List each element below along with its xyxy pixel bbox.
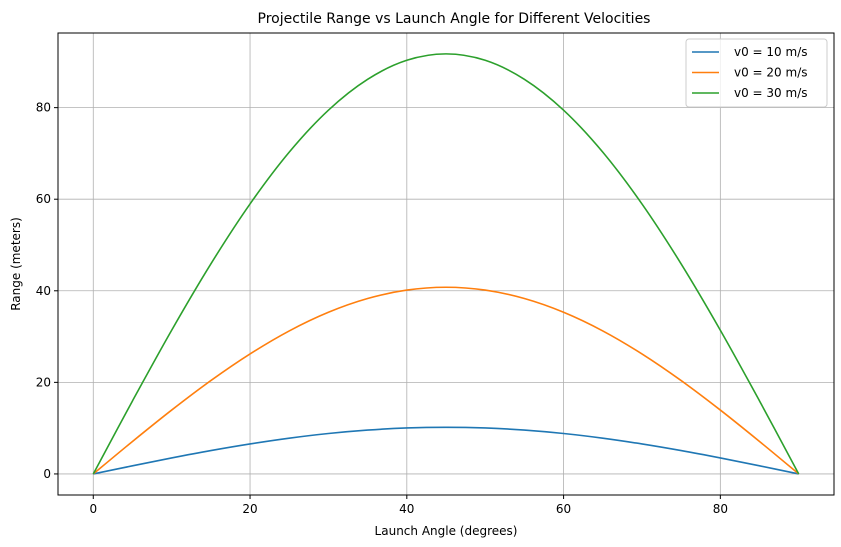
legend-box xyxy=(685,38,828,108)
series-line-3 xyxy=(92,53,800,475)
x-tick-label: 80 xyxy=(713,502,728,516)
y-axis-ticks: 0 20 40 60 80 xyxy=(36,101,58,481)
x-axis-label: Launch Angle (degrees) xyxy=(375,524,518,538)
series-line-2 xyxy=(92,286,800,475)
x-tick-label: 40 xyxy=(399,502,414,516)
chart-title: Projectile Range vs Launch Angle for Dif… xyxy=(258,11,651,27)
x-tick-label: 60 xyxy=(556,502,571,516)
y-axis-label: Range (meters) xyxy=(9,217,23,311)
legend-label-2: v0 = 20 m/s xyxy=(734,66,808,80)
y-tick-label: 40 xyxy=(36,284,51,298)
legend: v0 = 10 m/s v0 = 20 m/s v0 = 30 m/s xyxy=(685,38,828,108)
series-lines xyxy=(92,53,800,475)
y-tick-label: 80 xyxy=(36,101,51,115)
grid-lines xyxy=(58,33,834,495)
y-tick-label: 20 xyxy=(36,375,51,389)
y-tick-label: 60 xyxy=(36,192,51,206)
x-tick-label: 20 xyxy=(242,502,257,516)
legend-label-3: v0 = 30 m/s xyxy=(734,86,808,100)
plot-frame xyxy=(57,32,835,496)
legend-label-1: v0 = 10 m/s xyxy=(734,45,808,59)
x-tick-label: 0 xyxy=(89,502,97,516)
series-line-1 xyxy=(93,426,799,475)
y-tick-label: 0 xyxy=(43,467,51,481)
x-axis-ticks: 0 20 40 60 80 xyxy=(89,495,728,516)
